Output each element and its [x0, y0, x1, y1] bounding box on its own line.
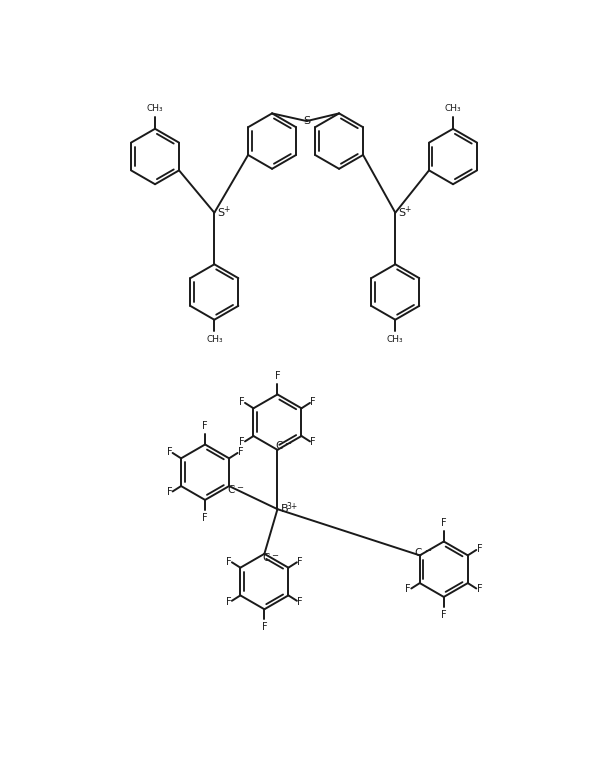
Text: S: S	[217, 208, 225, 218]
Text: CH₃: CH₃	[387, 335, 403, 344]
Text: F: F	[441, 518, 447, 528]
Text: F: F	[441, 610, 447, 620]
Text: F: F	[406, 584, 411, 594]
Text: F: F	[238, 447, 244, 457]
Text: 3+: 3+	[287, 502, 298, 510]
Text: F: F	[274, 371, 280, 381]
Text: F: F	[476, 584, 482, 594]
Text: F: F	[167, 447, 172, 457]
Text: −: −	[424, 546, 431, 555]
Text: F: F	[203, 513, 208, 523]
Text: F: F	[239, 397, 245, 407]
Text: F: F	[310, 397, 316, 407]
Text: C: C	[262, 552, 270, 562]
Text: CH₃: CH₃	[147, 104, 163, 114]
Text: F: F	[476, 544, 482, 554]
Text: S: S	[399, 208, 406, 218]
Text: F: F	[310, 437, 316, 447]
Text: CH₃: CH₃	[445, 104, 462, 114]
Text: F: F	[226, 597, 232, 607]
Text: C: C	[276, 441, 283, 451]
Text: −: −	[236, 483, 243, 492]
Text: +: +	[405, 205, 411, 214]
Text: −: −	[271, 551, 279, 560]
Text: S: S	[303, 116, 310, 126]
Text: F: F	[239, 437, 245, 447]
Text: F: F	[261, 622, 267, 633]
Text: F: F	[297, 556, 303, 566]
Text: B: B	[280, 504, 288, 514]
Text: C: C	[227, 485, 234, 495]
Text: C: C	[415, 548, 422, 558]
Text: F: F	[203, 422, 208, 431]
Text: F: F	[167, 487, 172, 497]
Text: F: F	[226, 556, 232, 566]
Text: −: −	[285, 440, 292, 448]
Text: CH₃: CH₃	[206, 335, 223, 344]
Text: +: +	[223, 205, 230, 214]
Text: F: F	[297, 597, 303, 607]
